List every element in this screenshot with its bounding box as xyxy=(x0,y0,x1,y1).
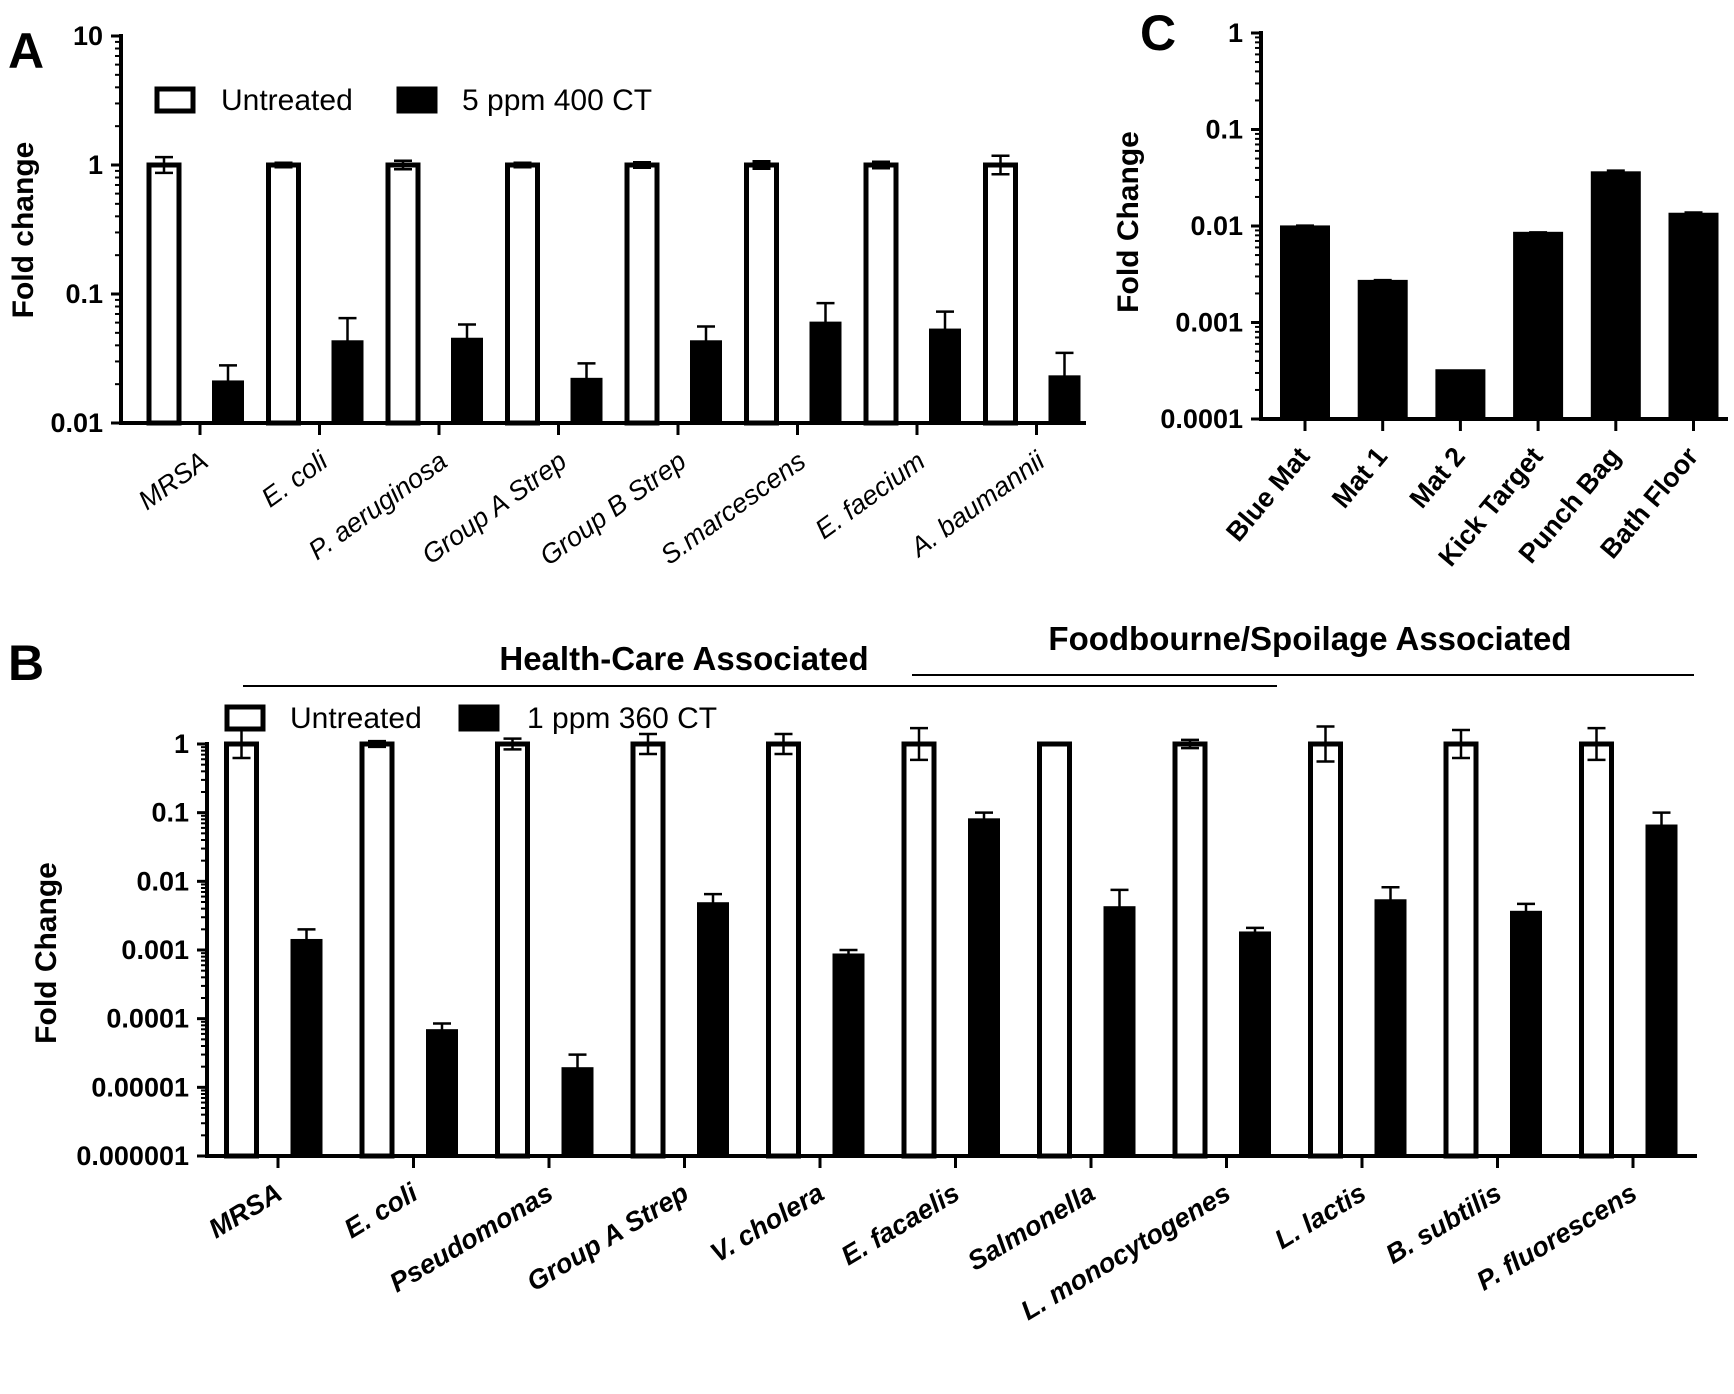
bar-5-ppm-400-ct-e-faecium xyxy=(929,328,961,425)
bar-treated-mat-2 xyxy=(1435,369,1486,420)
y-tick-label: 0.01 xyxy=(136,866,189,896)
x-tick-label-mat-1: Mat 1 xyxy=(1326,442,1393,514)
group-label-foodbourne: Foodbourne/Spoilage Associated xyxy=(1048,620,1571,657)
x-tick-label-blue-mat: Blue Mat xyxy=(1220,442,1315,547)
bar-untreated-e-faecium xyxy=(863,162,899,426)
y-tick-label: 0.001 xyxy=(121,935,189,965)
bar-5-ppm-400-ct-e-coli xyxy=(331,340,364,424)
legend-untreated-swatch xyxy=(154,86,196,114)
y-tick-label: 0.1 xyxy=(1205,115,1243,145)
panel-letter-b: B xyxy=(8,635,44,691)
panel-c-y-axis-title: Fold Change xyxy=(1112,131,1145,313)
bar-untreated-pseudomonas xyxy=(495,741,530,1159)
bar-treated-punch-bag xyxy=(1590,171,1641,420)
panel-a-legend: Untreated 5 ppm 400 CT xyxy=(154,84,652,117)
y-tick-label: 0.1 xyxy=(65,279,103,309)
bar-untreated-b-subtilis xyxy=(1443,741,1479,1159)
bar-untreated-p-fluorescens xyxy=(1579,741,1614,1159)
y-tick-label: 0.01 xyxy=(50,408,103,438)
x-tick-label-mat-2: Mat 2 xyxy=(1404,442,1471,514)
bar-1-ppm-360-ct-l-lactis xyxy=(1374,899,1407,1158)
x-tick-label-b-subtilis: B. subtilis xyxy=(1381,1177,1507,1269)
bar-1-ppm-360-ct-e-coli xyxy=(426,1029,458,1157)
bar-untreated-e-coli xyxy=(359,741,395,1159)
legend-treated-label: 1 ppm 360 CT xyxy=(527,702,717,735)
x-tick-label-l-lactis: L. lactis xyxy=(1269,1177,1371,1255)
x-tick-label-e-faecium: E. faecium xyxy=(810,446,931,545)
legend-treated-label: 5 ppm 400 CT xyxy=(462,84,652,117)
bar-5-ppm-400-ct-group-a-strep xyxy=(570,377,603,425)
y-tick-label: 1 xyxy=(174,729,189,759)
bar-untreated-group-a-strep xyxy=(505,162,540,426)
legend-treated-swatch xyxy=(396,86,438,114)
y-tick-label: 1 xyxy=(1228,18,1243,48)
bar-5-ppm-400-ct-group-b-strep xyxy=(690,340,722,424)
bar-1-ppm-360-ct-pseudomonas xyxy=(561,1067,594,1158)
bar-5-ppm-400-ct-p-aeruginosa xyxy=(451,337,483,425)
x-tick-label-e-coli: E. coli xyxy=(339,1177,423,1244)
y-tick-label: 0.00001 xyxy=(91,1072,189,1102)
panel-b-legend: Untreated 1 ppm 360 CT xyxy=(224,702,717,735)
legend-untreated-swatch xyxy=(224,704,266,732)
bar-treated-mat-1 xyxy=(1357,279,1408,420)
panel-letter-c: C xyxy=(1140,5,1176,61)
bar-treated-blue-mat xyxy=(1280,225,1330,420)
bar-untreated-mrsa xyxy=(224,741,259,1159)
panel-b-y-axis-title: Fold Change xyxy=(30,862,63,1044)
bar-untreated-group-b-strep xyxy=(624,162,660,426)
bar-untreated-a-baumannii xyxy=(983,162,1018,426)
y-tick-label: 0.0001 xyxy=(106,1004,189,1034)
bar-1-ppm-360-ct-b-subtilis xyxy=(1510,910,1542,1157)
y-tick-label: 0.000001 xyxy=(76,1141,189,1171)
bar-1-ppm-360-ct-p-fluorescens xyxy=(1645,824,1678,1158)
bar-untreated-salmonella xyxy=(1037,741,1072,1159)
x-tick-label-v-cholera: V. cholera xyxy=(705,1177,829,1268)
bar-untreated-s-marcescens xyxy=(744,162,779,426)
bar-untreated-l-lactis xyxy=(1308,741,1343,1159)
bar-untreated-mrsa xyxy=(146,162,182,426)
bar-treated-kick-target xyxy=(1513,231,1564,420)
panel-a-y-axis-title: Fold change xyxy=(7,142,40,319)
bar-untreated-l-monocytogenes xyxy=(1172,741,1208,1159)
panel-b-chart: 0.000001 0.00001 0.0001 0.001 0.01 0.1 1 MRSA E.… xyxy=(76,725,1697,1326)
x-tick-label-e-facaelis: E. facaelis xyxy=(836,1177,965,1271)
x-tick-label-e-coli: E. coli xyxy=(256,445,334,513)
panel-letter-a: A xyxy=(8,23,44,79)
bar-5-ppm-400-ct-s-marcescens xyxy=(809,321,842,425)
bar-untreated-v-cholera xyxy=(766,741,801,1159)
bar-5-ppm-400-ct-mrsa xyxy=(212,380,244,425)
bar-1-ppm-360-ct-mrsa xyxy=(290,938,323,1157)
y-tick-label: 10 xyxy=(73,21,103,51)
y-tick-label: 0.0001 xyxy=(1160,404,1243,434)
x-tick-label-mrsa: MRSA xyxy=(203,1177,287,1244)
bar-1-ppm-360-ct-e-facaelis xyxy=(968,818,1000,1157)
legend-treated-swatch xyxy=(458,704,500,732)
group-label-health-care: Health-Care Associated xyxy=(499,640,868,677)
y-tick-label: 1 xyxy=(88,150,103,180)
bar-treated-bath-floor xyxy=(1668,212,1719,420)
bar-1-ppm-360-ct-group-a-strep xyxy=(697,902,729,1157)
bar-untreated-p-aeruginosa xyxy=(385,162,421,426)
bar-1-ppm-360-ct-v-cholera xyxy=(832,953,865,1158)
bar-1-ppm-360-ct-l-monocytogenes xyxy=(1239,931,1271,1158)
bar-untreated-e-facaelis xyxy=(901,741,937,1159)
bar-1-ppm-360-ct-salmonella xyxy=(1103,906,1136,1157)
y-tick-label: 0.001 xyxy=(1175,308,1243,338)
bar-untreated-e-coli xyxy=(266,162,301,426)
legend-untreated-label: Untreated xyxy=(221,84,353,117)
y-tick-label: 0.01 xyxy=(1190,211,1243,241)
x-tick-label-mrsa: MRSA xyxy=(133,446,214,516)
bar-5-ppm-400-ct-a-baumannii xyxy=(1048,375,1081,424)
legend-untreated-label: Untreated xyxy=(290,702,422,735)
bar-untreated-group-a-strep xyxy=(630,741,666,1159)
y-tick-label: 0.1 xyxy=(151,798,189,828)
